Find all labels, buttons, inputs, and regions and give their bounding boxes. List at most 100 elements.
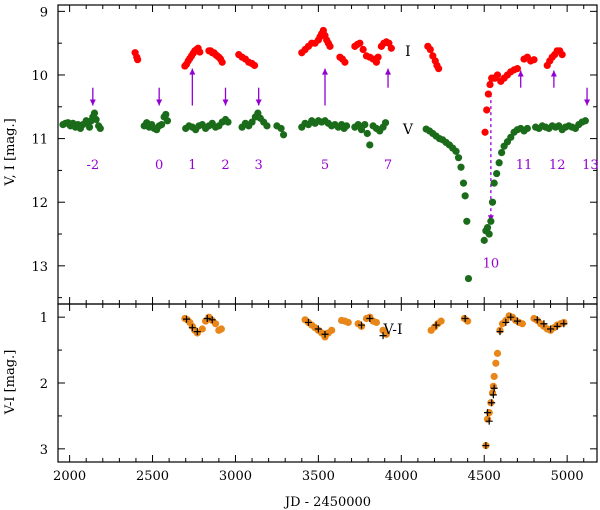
v-point: [248, 118, 256, 126]
cycle-arrow-head: [156, 99, 163, 106]
v-point: [463, 217, 471, 225]
v-point: [224, 118, 232, 126]
i-point: [481, 128, 489, 136]
i-point: [530, 56, 538, 64]
v-point: [488, 198, 497, 206]
i-point: [558, 51, 566, 59]
v-point: [461, 192, 469, 200]
i-point: [326, 42, 334, 50]
x-tick-label: 3500: [302, 469, 335, 484]
cycle-arrow-head: [584, 99, 591, 106]
v-point: [485, 230, 493, 238]
vi-cross-marker: [203, 314, 211, 322]
bottom-ylabel: V-I [mag.]: [3, 350, 18, 416]
vi-cross-marker: [496, 328, 504, 336]
i-point: [483, 106, 491, 114]
cycle-number-label: -2: [86, 158, 99, 173]
v-point: [381, 119, 390, 127]
y-tick-label: 11: [31, 133, 48, 148]
v-point: [354, 121, 362, 129]
v-point: [452, 147, 460, 155]
i-point: [486, 80, 494, 89]
i-point: [250, 61, 259, 70]
vi-cross-marker: [485, 417, 493, 425]
vi-point: [198, 325, 206, 333]
cycle-arrow-head: [517, 70, 524, 77]
cycle-number-label: 3: [255, 158, 263, 173]
vi-cross-marker: [553, 322, 561, 330]
vi-point: [464, 317, 472, 325]
v-point: [366, 141, 374, 149]
cycle-arrow-head: [385, 68, 392, 75]
v-point: [493, 169, 501, 178]
series-label: V: [402, 122, 414, 138]
v-point: [342, 122, 351, 130]
i-point: [196, 48, 204, 56]
vi-point: [518, 320, 526, 328]
v-point: [480, 236, 488, 244]
vi-cross-marker: [507, 313, 515, 321]
i-point: [341, 58, 349, 66]
v-point: [507, 133, 515, 141]
vi-point: [328, 326, 336, 334]
x-tick-label: 2500: [136, 469, 169, 484]
cycle-number-label: 7: [384, 158, 392, 173]
vi-cross-marker: [193, 328, 201, 336]
v-point: [361, 121, 369, 129]
vi-cross-marker: [183, 315, 191, 323]
vi-cross-marker: [432, 321, 440, 329]
top-ylabel: V, I [mag.]: [3, 118, 18, 186]
cycle-number-label: 1: [188, 158, 196, 173]
vi-cross-marker: [314, 325, 322, 333]
vi-cross-marker: [482, 442, 490, 450]
series-label: I: [405, 44, 411, 60]
vi-cross-marker: [540, 320, 548, 328]
i-point: [218, 58, 226, 66]
vi-cross-marker: [208, 316, 216, 324]
v-point: [464, 274, 473, 283]
v-point: [483, 224, 492, 232]
v-point: [498, 148, 506, 157]
v-point: [454, 154, 463, 162]
v-point: [90, 109, 99, 117]
cycle-number-label: 2: [221, 158, 229, 173]
vi-point: [211, 320, 220, 328]
vi-cross-marker: [379, 332, 387, 340]
vi-cross-marker: [490, 384, 498, 392]
cycle-number-label: 0: [155, 158, 163, 173]
v-point: [457, 163, 465, 171]
vi-cross-marker: [502, 318, 510, 326]
vi-cross-marker: [489, 391, 497, 399]
i-point: [484, 90, 492, 98]
y-tick-label: 3: [40, 443, 48, 458]
bottom-panel: 1 2 3 2000 2500 3000 3500 4000 4500 5000 V-I: [40, 303, 598, 484]
v-point: [162, 110, 170, 119]
i-point: [493, 71, 502, 79]
vi-cross-marker: [188, 324, 196, 332]
y-tick-label: 1: [40, 311, 48, 326]
cycle-arrow-head: [189, 68, 196, 75]
cycle-number-label: 11: [516, 158, 533, 173]
v-point: [490, 179, 498, 187]
y-tick-label: 13: [31, 260, 48, 275]
vi-cross-marker: [461, 314, 469, 322]
cycle-arrow-head: [222, 99, 229, 106]
cycle-arrow-head: [550, 70, 557, 77]
cycle-arrow-head: [322, 68, 329, 75]
v-point: [158, 121, 166, 129]
vi-cross-marker: [304, 318, 312, 326]
i-point: [134, 56, 142, 64]
y-tick-label: 9: [40, 5, 48, 20]
i-point: [435, 65, 443, 73]
x-tick-label: 3000: [219, 469, 252, 484]
v-point: [96, 124, 104, 133]
v-point: [263, 122, 271, 130]
v-point: [581, 117, 589, 125]
v-point: [495, 159, 503, 167]
i-point: [426, 45, 434, 54]
vi-cross-marker: [357, 321, 365, 329]
i-point: [513, 65, 521, 73]
y-tick-label: 2: [40, 377, 48, 392]
v-point: [279, 131, 288, 139]
vi-point: [492, 359, 500, 367]
